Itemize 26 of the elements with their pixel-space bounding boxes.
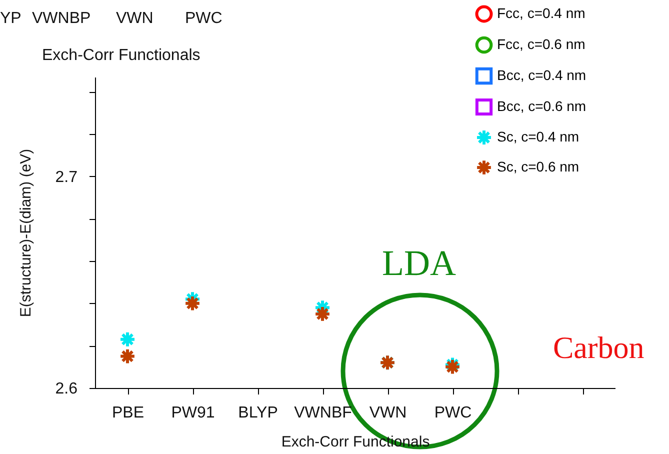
legend-label: Bcc, c=0.4 nm	[497, 67, 586, 83]
text: Exch-Corr Functionals	[42, 47, 200, 65]
point	[184, 294, 201, 312]
y-tick-label: 2.6	[55, 380, 78, 398]
legend-label: Sc, c=0.4 nm	[497, 128, 580, 144]
x-tick-label: PW91	[171, 404, 215, 422]
x-tick-label: PWC	[434, 404, 472, 422]
legend-label: Sc, c=0.6 nm	[497, 158, 580, 174]
text: VWNBP	[32, 10, 91, 28]
text: YP	[0, 10, 22, 28]
text: VWN	[116, 10, 154, 28]
annotation: Carbon	[553, 330, 644, 366]
legend-label: Bcc, c=0.6 nm	[497, 98, 586, 114]
point	[314, 306, 331, 322]
y-tick-label: 2.7	[55, 168, 78, 186]
x-tick-label: VWNBF	[294, 404, 352, 422]
text: PWC	[185, 10, 222, 28]
y-axis-title: E(structure)-E(diam) (eV)	[17, 148, 34, 318]
x-tick-label: BLYP	[238, 404, 278, 422]
annotation: LDA	[382, 242, 456, 284]
legend-label: Fcc, c=0.4 nm	[497, 5, 586, 21]
legend-label: Fcc, c=0.6 nm	[497, 36, 586, 52]
x-tick-label: PBE	[112, 404, 144, 422]
point	[119, 348, 136, 365]
x-tick-label: VWN	[369, 404, 407, 422]
point	[119, 330, 136, 348]
